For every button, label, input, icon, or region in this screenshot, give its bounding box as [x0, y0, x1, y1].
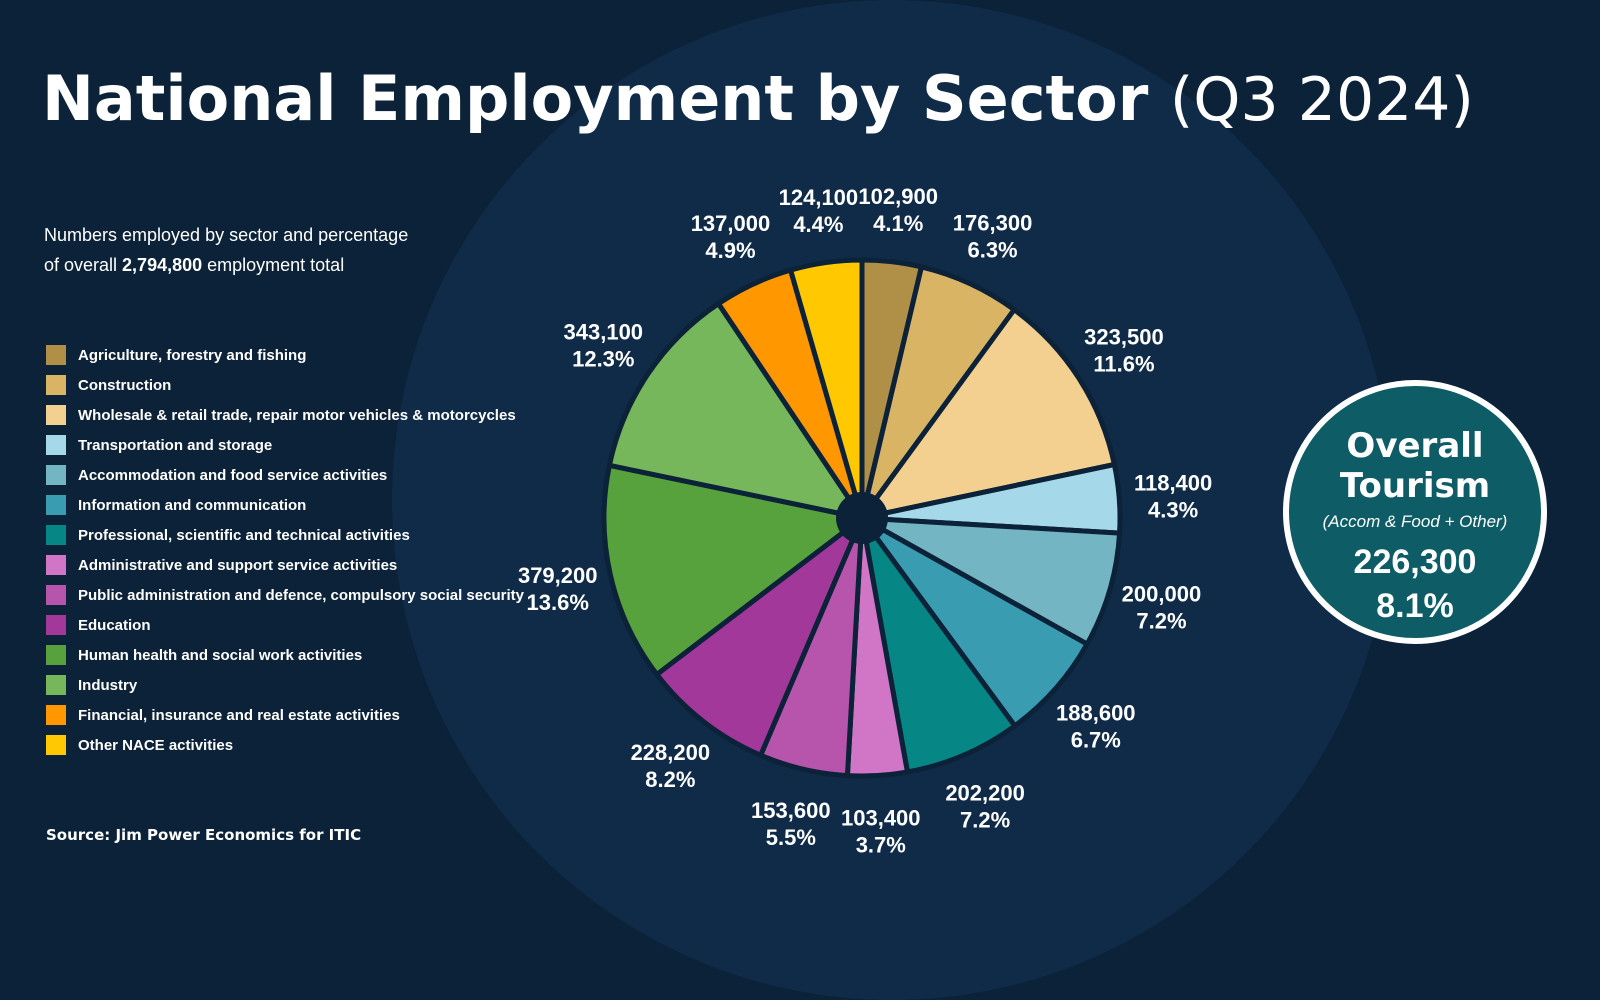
slice-data-label: 103,400 3.7%: [841, 805, 921, 857]
legend-item: Construction: [46, 370, 566, 400]
legend-item: Transportation and storage: [46, 430, 566, 460]
title-main: National Employment by Sector: [42, 62, 1149, 135]
subtitle-line1: Numbers employed by sector and percentag…: [44, 225, 409, 245]
page-title: National Employment by Sector (Q3 2024): [42, 62, 1474, 135]
slice-data-label: 188,600 6.7%: [1056, 701, 1136, 753]
legend-label: Information and communication: [78, 496, 307, 514]
legend-swatch: [46, 555, 66, 575]
slice-data-label: 202,200 7.2%: [945, 781, 1025, 833]
pie-slice: [859, 307, 1117, 521]
legend-label: Other NACE activities: [78, 736, 234, 754]
legend-item: Accommodation and food service activitie…: [46, 460, 566, 490]
pie-slice: [654, 515, 865, 758]
legend-label: Transportation and storage: [78, 436, 273, 454]
chart-legend: Agriculture, forestry and fishing Constru…: [46, 340, 566, 760]
slice-data-label: 102,900 4.1%: [858, 184, 938, 236]
legend-label: Accommodation and food service activitie…: [78, 466, 388, 484]
badge-title: Overall Tourism: [1289, 426, 1541, 506]
slice-data-label: 379,200 13.6%: [518, 563, 598, 615]
legend-label: Industry: [78, 676, 138, 694]
legend-swatch: [46, 705, 66, 725]
legend-item: Administrative and support service activ…: [46, 550, 566, 580]
legend-item: Other NACE activities: [46, 730, 566, 760]
slice-data-label: 153,600 5.5%: [751, 798, 831, 850]
legend-swatch: [46, 675, 66, 695]
legend-item: Information and communication: [46, 490, 566, 520]
slice-data-label: 124,100 4.4%: [779, 185, 859, 237]
legend-label: Wholesale & retail trade, repair motor v…: [78, 406, 516, 424]
legend-label: Agriculture, forestry and fishing: [78, 346, 307, 364]
legend-swatch: [46, 645, 66, 665]
legend-label: Human health and social work activities: [78, 646, 363, 664]
legend-swatch: [46, 375, 66, 395]
legend-swatch: [46, 435, 66, 455]
legend-swatch: [46, 585, 66, 605]
legend-swatch: [46, 525, 66, 545]
pie-chart: 102,900 4.1% 176,300 6.3% 323,500 11.6% 118,40…: [518, 184, 1212, 857]
subtitle-suffix: employment total: [202, 255, 345, 275]
slice-data-label: 343,100 12.3%: [564, 320, 644, 372]
legend-item: Education: [46, 610, 566, 640]
chart-subtitle: Numbers employed by sector and percentag…: [44, 220, 464, 280]
legend-label: Construction: [78, 376, 172, 394]
subtitle-prefix: of overall: [44, 255, 123, 275]
source-note: Source: Jim Power Economics for ITIC: [46, 826, 362, 844]
pie-slice: [788, 257, 865, 521]
slice-data-label: 228,200 8.2%: [631, 740, 711, 792]
badge-title-line1: Overall: [1346, 426, 1484, 466]
pie-center-hole: [836, 492, 888, 544]
legend-swatch: [46, 615, 66, 635]
subtitle-line2: of overall 2,794,800 employment total: [44, 250, 464, 280]
slice-data-label: 137,000 4.9%: [691, 211, 771, 263]
legend-label: Education: [78, 616, 151, 634]
legend-item: Public administration and defence, compu…: [46, 580, 566, 610]
legend-item: Agriculture, forestry and fishing: [46, 340, 566, 370]
badge-value: 226,300 8.1%: [1289, 540, 1541, 628]
tourism-badge: Overall Tourism (Accom & Food + Other) 2…: [1283, 380, 1547, 644]
pie-slice: [601, 462, 865, 677]
legend-label: Financial, insurance and real estate act…: [78, 706, 400, 724]
legend-label: Professional, scientific and technical a…: [78, 526, 410, 544]
pie-slice: [606, 301, 865, 521]
legend-swatch: [46, 465, 66, 485]
badge-note: (Accom & Food + Other): [1322, 512, 1508, 531]
badge-value-number: 226,300: [1353, 543, 1477, 581]
badge-value-percent: 8.1%: [1376, 587, 1454, 625]
legend-item: Wholesale & retail trade, repair motor v…: [46, 400, 566, 430]
legend-swatch: [46, 345, 66, 365]
legend-item: Professional, scientific and technical a…: [46, 520, 566, 550]
legend-item: Human health and social work activities: [46, 640, 566, 670]
slice-data-label: 200,000 7.2%: [1122, 582, 1202, 634]
slice-data-label: 176,300 6.3%: [953, 211, 1033, 263]
legend-swatch: [46, 405, 66, 425]
legend-label: Administrative and support service activ…: [78, 556, 398, 574]
title-period: (Q3 2024): [1169, 65, 1474, 135]
legend-swatch: [46, 735, 66, 755]
slice-data-label: 118,400 4.3%: [1134, 471, 1212, 523]
legend-swatch: [46, 495, 66, 515]
legend-item: Industry: [46, 670, 566, 700]
subtitle-total: 2,794,800: [122, 255, 203, 275]
slice-data-label: 323,500 11.6%: [1084, 324, 1164, 376]
badge-title-line2: Tourism: [1339, 466, 1491, 506]
legend-label: Public administration and defence, compu…: [78, 586, 524, 604]
legend-item: Financial, insurance and real estate act…: [46, 700, 566, 730]
